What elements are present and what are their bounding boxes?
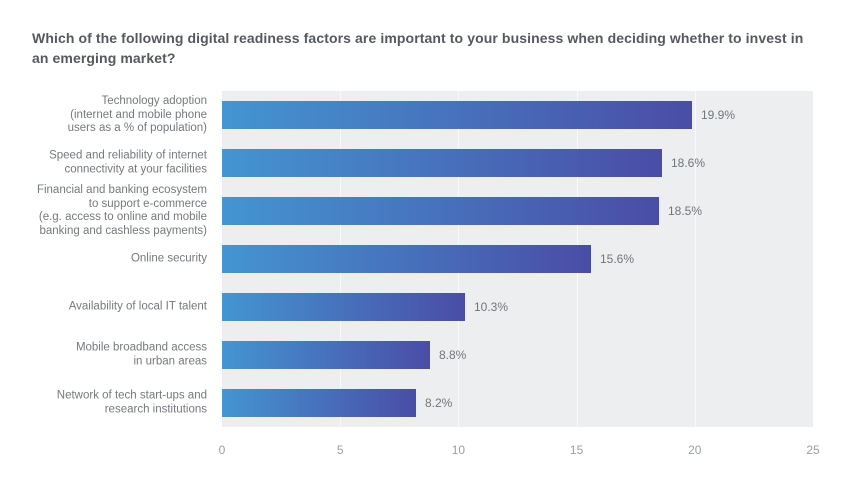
x-axis-tick-label: 5 — [336, 443, 344, 457]
bar — [222, 197, 659, 225]
x-axis-tick-label: 10 — [451, 443, 466, 457]
x-axis-tick-label: 0 — [218, 443, 226, 457]
bar — [222, 293, 465, 321]
bar — [222, 389, 416, 417]
gridline — [695, 91, 696, 427]
category-label: Speed and reliability of internet connec… — [49, 149, 207, 176]
bar — [222, 245, 591, 273]
category-label: Network of tech start-ups and research i… — [56, 389, 207, 416]
bar — [222, 341, 430, 369]
bar — [222, 101, 692, 129]
category-label: Financial and banking ecosystem to suppo… — [36, 184, 207, 237]
x-axis-tick-label: 25 — [806, 443, 820, 457]
chart-title: Which of the following digital readiness… — [32, 30, 804, 66]
value-label: 10.3% — [474, 300, 509, 314]
x-axis-tick-label: 20 — [688, 443, 702, 457]
category-label: Mobile broadband access in urban areas — [75, 341, 207, 368]
category-label: Availability of local IT talent — [68, 300, 207, 313]
value-label: 8.8% — [439, 348, 467, 362]
x-axis-tick-label: 15 — [569, 443, 584, 457]
value-label: 8.2% — [425, 396, 453, 410]
value-label: 18.5% — [668, 204, 703, 218]
category-label: Technology adoption (internet and mobile… — [67, 94, 207, 134]
value-label: 15.6% — [600, 252, 635, 266]
value-label: 19.9% — [701, 108, 736, 122]
bar — [222, 149, 662, 177]
category-label: Online security — [130, 252, 207, 265]
value-label: 18.6% — [671, 156, 706, 170]
